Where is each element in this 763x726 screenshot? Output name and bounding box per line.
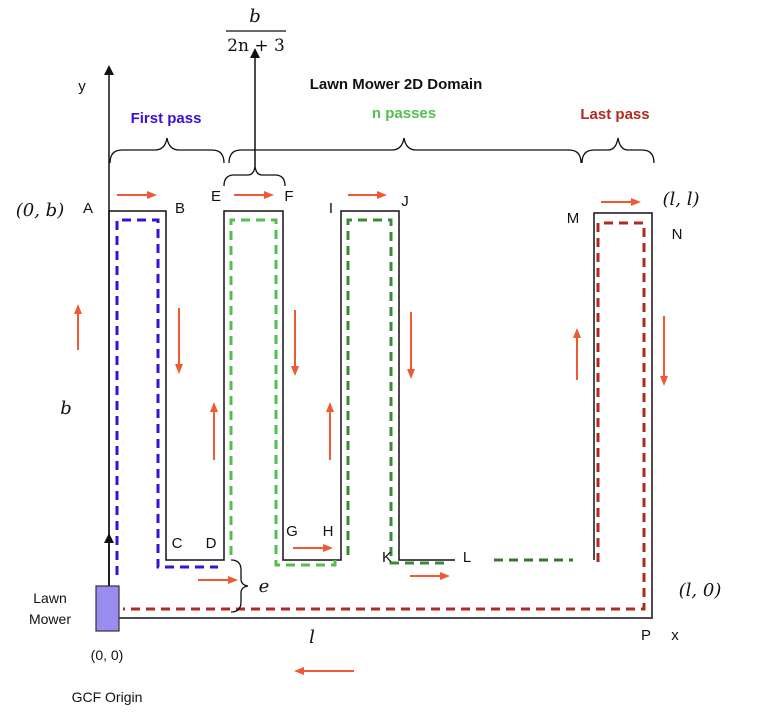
point-label-i: I <box>329 200 333 217</box>
corner-bottom-right: (l, 0) <box>679 580 722 601</box>
strip-width-brace <box>223 165 286 187</box>
height-label: b <box>60 398 72 419</box>
point-labels: A B C D E F G H I J K L M N P <box>83 188 682 644</box>
point-label-d: D <box>206 535 217 552</box>
mower-path <box>108 210 455 561</box>
point-label-f: F <box>284 188 293 205</box>
point-label-h: H <box>323 523 334 540</box>
diagram-title: Lawn Mower 2D Domain <box>310 76 483 93</box>
last-pass-label: Last pass <box>580 106 649 123</box>
y-axis-label: y <box>78 78 86 95</box>
point-label-e: E <box>211 188 221 205</box>
n-passes-dashed-path-2 <box>346 218 447 565</box>
mower-label-line2: Mower <box>29 611 71 627</box>
n-passes-label: n passes <box>372 105 436 122</box>
point-label-m: M <box>567 210 580 227</box>
point-label-a: A <box>83 200 93 217</box>
corner-top-right: (l, l) <box>662 189 699 210</box>
n-passes-dashed-path-1 <box>229 218 337 567</box>
point-label-k: K <box>382 549 392 566</box>
last-pass-dashed-path <box>123 221 646 611</box>
origin-caption: GCF Origin <box>72 689 143 705</box>
point-label-j: J <box>401 193 409 210</box>
direction-arrows <box>74 191 668 675</box>
x-axis-label: x <box>671 627 679 644</box>
point-label-g: G <box>286 523 298 540</box>
point-label-b: B <box>175 200 185 217</box>
mower-label-line1: Lawn <box>33 590 66 606</box>
corner-top-left: (0, b) <box>16 200 64 221</box>
last-pass-brace <box>581 137 655 164</box>
first-pass-brace <box>109 137 225 164</box>
point-label-p: P <box>641 627 651 644</box>
point-label-n: N <box>672 226 683 243</box>
width-label: l <box>309 627 315 648</box>
gap-brace <box>230 559 249 613</box>
point-label-l: L <box>463 549 471 566</box>
fraction-numerator: b <box>249 6 261 27</box>
fraction-denominator: 2n + 3 <box>227 36 285 56</box>
gap-label: e <box>259 576 270 597</box>
first-pass-dashed-path <box>115 218 218 575</box>
last-pass-path <box>593 212 653 617</box>
origin-coordinate: (0, 0) <box>91 647 124 663</box>
lawn-mower <box>95 585 120 632</box>
n-passes-brace <box>228 137 582 164</box>
point-label-c: C <box>172 535 183 552</box>
first-pass-label: First pass <box>131 110 202 127</box>
